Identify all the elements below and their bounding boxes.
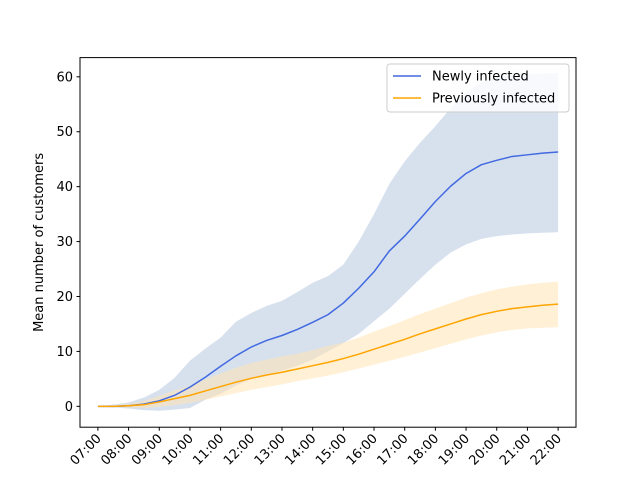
- x-tick-label: 16:00: [344, 431, 381, 468]
- legend-label-previously-infected: Previously infected: [432, 92, 555, 107]
- y-axis-label: Mean number of customers: [32, 153, 47, 332]
- band-newly-infected: [97, 72, 559, 411]
- series-lines: [97, 151, 559, 408]
- legend-label-newly-infected: Newly infected: [432, 70, 529, 85]
- legend-box: [386, 63, 570, 113]
- x-tick-label: 07:00: [68, 431, 105, 468]
- x-tick-label: 12:00: [221, 431, 258, 468]
- x-tick-label: 20:00: [466, 431, 503, 468]
- confidence-bands: [97, 72, 559, 411]
- x-tick-label: 17:00: [374, 431, 411, 468]
- x-tick-label: 15:00: [313, 431, 350, 468]
- line-newly-infected: [97, 151, 559, 408]
- y-tick-label: 40: [56, 180, 73, 195]
- x-tick-label: 08:00: [98, 431, 135, 468]
- x-tick-label: 13:00: [252, 431, 289, 468]
- x-tick-label: 18:00: [405, 431, 442, 468]
- y-tick-label: 50: [56, 125, 73, 140]
- x-axis: 07:0008:0009:0010:0011:0012:0013:0014:00…: [68, 427, 565, 469]
- x-tick-label: 21:00: [497, 431, 534, 468]
- y-tick-label: 30: [56, 235, 73, 250]
- x-tick-label: 19:00: [436, 431, 473, 468]
- y-tick-label: 10: [56, 345, 73, 360]
- y-tick-label: 20: [56, 290, 73, 305]
- y-tick-label: 0: [65, 400, 73, 415]
- legend: Newly infected Previously infected: [386, 63, 570, 113]
- y-axis: 0 10 20 30 40 50 60: [56, 70, 80, 415]
- x-tick-label: 14:00: [282, 431, 319, 468]
- x-tick-label: 09:00: [129, 431, 166, 468]
- x-tick-label: 11:00: [190, 431, 227, 468]
- y-tick-label: 60: [56, 70, 73, 85]
- plot-frame: [79, 57, 577, 428]
- x-tick-label: 10:00: [160, 431, 197, 468]
- line-previously-infected: [97, 303, 559, 408]
- x-tick-label: 22:00: [528, 431, 565, 468]
- band-previously-infected: [97, 281, 559, 408]
